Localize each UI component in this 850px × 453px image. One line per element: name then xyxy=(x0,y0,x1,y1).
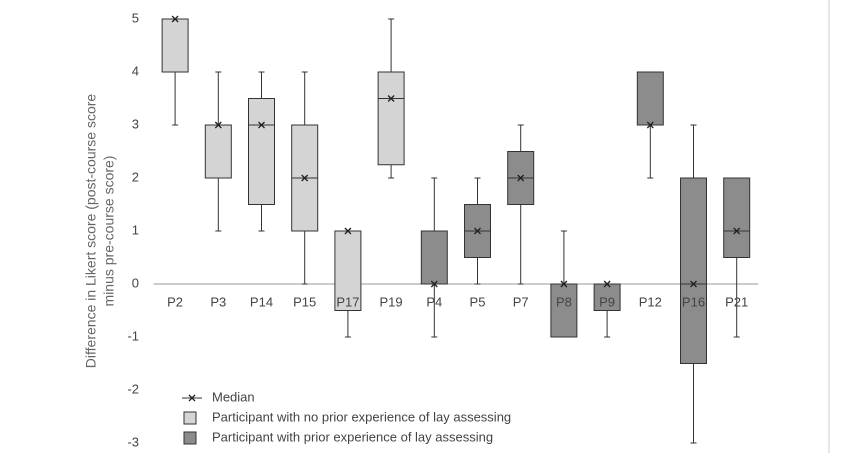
y-axis-label: minus pre-course score) xyxy=(101,156,117,307)
median-marker xyxy=(733,227,741,235)
x-tick-label: P4 xyxy=(426,294,442,309)
median-marker xyxy=(301,174,309,182)
legend-label: Median xyxy=(212,389,255,404)
frame xyxy=(828,0,830,453)
legend-swatch xyxy=(183,411,197,425)
x-tick-label: P21 xyxy=(725,294,748,309)
legend-median-marker xyxy=(188,394,196,402)
x-tick-label: P8 xyxy=(556,294,572,309)
y-tick-label: 5 xyxy=(132,10,139,25)
box xyxy=(636,71,664,126)
box xyxy=(593,283,621,311)
legend-label: Participant with prior experience of lay… xyxy=(212,429,493,444)
y-tick-label: 3 xyxy=(132,116,139,131)
box xyxy=(377,71,405,166)
x-tick-label: P9 xyxy=(599,294,615,309)
x-tick-label: P14 xyxy=(250,294,273,309)
median-marker xyxy=(387,95,395,102)
median-marker xyxy=(646,121,654,129)
x-tick-label: P7 xyxy=(513,294,529,309)
legend-label: Participant with no prior experience of … xyxy=(212,409,511,424)
median-marker xyxy=(258,121,265,129)
box xyxy=(204,124,232,179)
box xyxy=(680,177,707,364)
x-tick-label: P12 xyxy=(639,294,662,309)
x-tick-label: P19 xyxy=(380,294,403,309)
median-marker xyxy=(171,15,179,23)
legend-swatch xyxy=(183,431,197,445)
median-marker xyxy=(690,280,697,288)
x-tick-label: P3 xyxy=(210,294,226,309)
median-marker xyxy=(430,280,438,288)
y-tick-label: -1 xyxy=(127,328,139,343)
box xyxy=(161,18,189,73)
median-marker xyxy=(603,280,611,288)
median-marker xyxy=(344,227,352,235)
box xyxy=(723,177,751,258)
x-tick-label: P16 xyxy=(682,294,705,309)
box xyxy=(334,230,362,311)
median-marker xyxy=(214,121,222,129)
y-tick-label: 2 xyxy=(132,169,139,184)
box xyxy=(248,98,275,205)
y-axis-label: Difference in Likert score (post-course … xyxy=(83,94,99,369)
y-tick-label: 4 xyxy=(132,63,139,78)
x-tick-label: P15 xyxy=(293,294,316,309)
median-marker xyxy=(517,174,525,182)
median-marker xyxy=(560,280,568,288)
y-tick-label: 0 xyxy=(132,275,139,290)
y-tick-label: 1 xyxy=(132,222,139,237)
y-tick-label: -2 xyxy=(127,381,139,396)
median-marker xyxy=(474,227,481,235)
box xyxy=(550,283,578,338)
y-tick-label: -3 xyxy=(127,434,139,449)
x-tick-label: P5 xyxy=(470,294,486,309)
box xyxy=(420,230,448,285)
x-tick-label: P17 xyxy=(336,294,359,309)
x-tick-label: P2 xyxy=(167,294,183,309)
